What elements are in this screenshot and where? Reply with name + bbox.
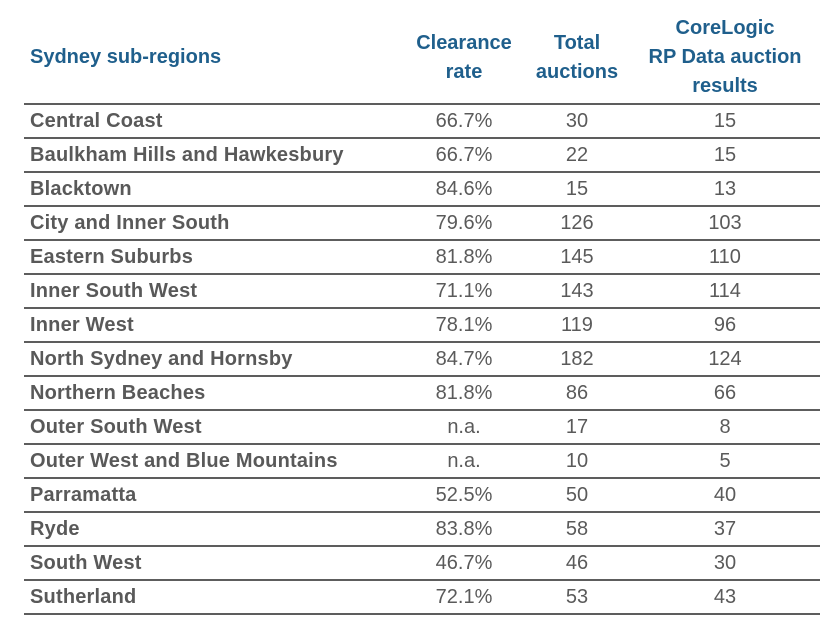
- region-cell: Sutherland: [24, 580, 404, 615]
- region-cell: Northern Beaches: [24, 376, 404, 411]
- region-cell: Central Coast: [24, 104, 404, 139]
- corelogic-results-cell: 37: [630, 512, 820, 547]
- table-row: Outer South West n.a. 17 8: [24, 410, 820, 445]
- clearance-rate-cell: 83.8%: [404, 512, 524, 547]
- corelogic-results-cell: 43: [630, 580, 820, 615]
- corelogic-results-cell: 13: [630, 172, 820, 207]
- corelogic-results-cell: 5: [630, 444, 820, 479]
- auction-results-table-container: Sydney sub-regions Clearance rate Total …: [24, 14, 820, 615]
- region-cell: North Sydney and Hornsby: [24, 342, 404, 377]
- table-row: Northern Beaches 81.8% 86 66: [24, 376, 820, 411]
- total-auctions-cell: 15: [524, 172, 630, 207]
- corelogic-results-cell: 96: [630, 308, 820, 343]
- auction-results-table: Sydney sub-regions Clearance rate Total …: [24, 14, 820, 615]
- region-cell: Baulkham Hills and Hawkesbury: [24, 138, 404, 173]
- header-sydney-sub-regions: Sydney sub-regions: [24, 14, 404, 105]
- region-cell: Ryde: [24, 512, 404, 547]
- clearance-rate-cell: 78.1%: [404, 308, 524, 343]
- header-total-line-1: Total: [553, 31, 601, 54]
- header-clearance-line-1: Clearance: [416, 31, 512, 54]
- table-body: Central Coast 66.7% 30 15 Baulkham Hills and…: [24, 104, 820, 615]
- total-auctions-cell: 126: [524, 206, 630, 241]
- corelogic-results-cell: 103: [630, 206, 820, 241]
- total-auctions-cell: 22: [524, 138, 630, 173]
- total-auctions-cell: 86: [524, 376, 630, 411]
- header-row: Sydney sub-regions Clearance rate Total …: [24, 14, 820, 105]
- region-cell: Outer West and Blue Mountains: [24, 444, 404, 479]
- clearance-rate-cell: 52.5%: [404, 478, 524, 513]
- corelogic-results-cell: 40: [630, 478, 820, 513]
- clearance-rate-cell: 84.6%: [404, 172, 524, 207]
- table-row: Blacktown 84.6% 15 13: [24, 172, 820, 207]
- table-row: Outer West and Blue Mountains n.a. 10 5: [24, 444, 820, 479]
- table-row: North Sydney and Hornsby 84.7% 182 124: [24, 342, 820, 377]
- total-auctions-cell: 46: [524, 546, 630, 581]
- corelogic-results-cell: 124: [630, 342, 820, 377]
- table-row: Inner West 78.1% 119 96: [24, 308, 820, 343]
- table-row: Inner South West 71.1% 143 114: [24, 274, 820, 309]
- clearance-rate-cell: 46.7%: [404, 546, 524, 581]
- clearance-rate-cell: 72.1%: [404, 580, 524, 615]
- corelogic-results-cell: 15: [630, 104, 820, 139]
- total-auctions-cell: 10: [524, 444, 630, 479]
- table-row: Baulkham Hills and Hawkesbury 66.7% 22 15: [24, 138, 820, 173]
- clearance-rate-cell: 66.7%: [404, 104, 524, 139]
- clearance-rate-cell: 79.6%: [404, 206, 524, 241]
- total-auctions-cell: 145: [524, 240, 630, 275]
- clearance-rate-cell: 81.8%: [404, 240, 524, 275]
- total-auctions-cell: 50: [524, 478, 630, 513]
- corelogic-results-cell: 110: [630, 240, 820, 275]
- table-row: City and Inner South 79.6% 126 103: [24, 206, 820, 241]
- corelogic-results-cell: 8: [630, 410, 820, 445]
- total-auctions-cell: 30: [524, 104, 630, 139]
- region-cell: Blacktown: [24, 172, 404, 207]
- corelogic-results-cell: 66: [630, 376, 820, 411]
- region-cell: Parramatta: [24, 478, 404, 513]
- clearance-rate-cell: 84.7%: [404, 342, 524, 377]
- clearance-rate-cell: 71.1%: [404, 274, 524, 309]
- table-row: Ryde 83.8% 58 37: [24, 512, 820, 547]
- header-total-auctions: Total auctions: [524, 14, 630, 105]
- corelogic-results-cell: 30: [630, 546, 820, 581]
- corelogic-results-cell: 15: [630, 138, 820, 173]
- clearance-rate-cell: 66.7%: [404, 138, 524, 173]
- clearance-rate-cell: n.a.: [404, 444, 524, 479]
- clearance-rate-cell: 81.8%: [404, 376, 524, 411]
- region-cell: South West: [24, 546, 404, 581]
- header-corelogic-line-3: results: [692, 75, 758, 97]
- header-corelogic-results: CoreLogic RP Data auction results: [630, 14, 820, 105]
- header-clearance-rate: Clearance rate: [404, 14, 524, 105]
- header-total-line-2: auctions: [535, 60, 619, 83]
- region-cell: Inner West: [24, 308, 404, 343]
- total-auctions-cell: 58: [524, 512, 630, 547]
- header-corelogic-line-1: CoreLogic: [675, 17, 775, 39]
- header-corelogic-line-2: RP Data auction: [648, 46, 802, 68]
- table-row: South West 46.7% 46 30: [24, 546, 820, 581]
- total-auctions-cell: 53: [524, 580, 630, 615]
- table-row: Central Coast 66.7% 30 15: [24, 104, 820, 139]
- total-auctions-cell: 182: [524, 342, 630, 377]
- region-cell: City and Inner South: [24, 206, 404, 241]
- table-row: Parramatta 52.5% 50 40: [24, 478, 820, 513]
- table-header: Sydney sub-regions Clearance rate Total …: [24, 14, 820, 105]
- corelogic-results-cell: 114: [630, 274, 820, 309]
- region-cell: Eastern Suburbs: [24, 240, 404, 275]
- table-row: Eastern Suburbs 81.8% 145 110: [24, 240, 820, 275]
- total-auctions-cell: 17: [524, 410, 630, 445]
- table-row: Sutherland 72.1% 53 43: [24, 580, 820, 615]
- region-cell: Outer South West: [24, 410, 404, 445]
- header-region-label: Sydney sub-regions: [30, 46, 222, 68]
- header-clearance-line-2: rate: [445, 60, 483, 83]
- total-auctions-cell: 119: [524, 308, 630, 343]
- total-auctions-cell: 143: [524, 274, 630, 309]
- region-cell: Inner South West: [24, 274, 404, 309]
- clearance-rate-cell: n.a.: [404, 410, 524, 445]
